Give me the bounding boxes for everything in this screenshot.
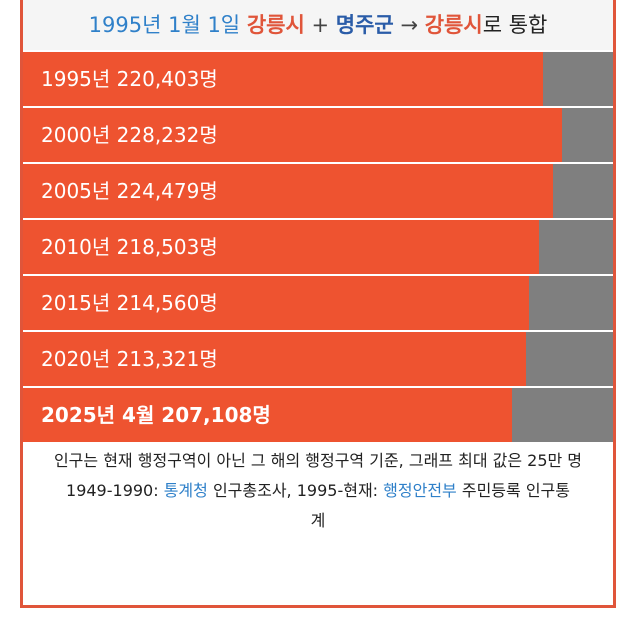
note-period-2: 인구총조사, 1995-현재: [207,481,384,500]
bar [23,388,512,442]
chart-notes: 인구는 현재 행정구역이 아닌 그 해의 행정구역 기준, 그래프 최대 값은 … [23,446,613,536]
bar-label: 2025년 4월 207,108명 [41,403,271,427]
bar-row: 2010년 218,503명 [23,220,613,274]
note-sources: 1949-1990: 통계청 인구총조사, 1995-현재: 행정안전부 주민등… [23,476,613,536]
bar-label: 2000년 228,232명 [41,123,218,147]
bar-label: 1995년 220,403명 [41,67,218,91]
bar-row: 2000년 228,232명 [23,108,613,162]
bar-row: 1995년 220,403명 [23,52,613,106]
bar-label: 2015년 214,560명 [41,291,218,315]
bar [23,276,529,330]
title-merged-city: 강릉시 [424,13,483,37]
source-link-statistics[interactable]: 통계청 [163,481,208,500]
title-plus: + [311,13,330,37]
bar [23,164,553,218]
bar-row: 2025년 4월 207,108명 [23,388,613,442]
title-suffix: 로 통합 [482,13,548,37]
source-link-ministry[interactable]: 행정안전부 [383,481,457,500]
chart-frame: 1995년 1월 1일 강릉시 + 명주군 → 강릉시로 통합 1995년 22… [20,0,616,608]
bar-chart: 1995년 220,403명 2000년 228,232명 2005년 224,47… [23,52,613,444]
bar [23,220,539,274]
bar [23,332,526,386]
bar-label: 2010년 218,503명 [41,235,218,259]
note-period-1: 1949-1990: [66,481,164,500]
bar-label: 2020년 213,321명 [41,347,218,371]
note-scale: 인구는 현재 행정구역이 아닌 그 해의 행정구역 기준, 그래프 최대 값은 … [53,451,583,470]
bar [23,52,543,106]
bar-row: 2020년 213,321명 [23,332,613,386]
note-source-suffix: 주민등록 인구통계 [310,481,570,530]
bar-row: 2015년 214,560명 [23,276,613,330]
title-city: 강릉시 [246,13,305,37]
bar-row: 2005년 224,479명 [23,164,613,218]
bar [23,108,562,162]
chart-title: 1995년 1월 1일 강릉시 + 명주군 → 강릉시로 통합 [23,0,613,50]
bar-label: 2005년 224,479명 [41,179,218,203]
title-arrow: → [400,13,419,37]
title-date: 1995년 1월 1일 [88,13,241,37]
title-county: 명주군 [335,13,394,37]
